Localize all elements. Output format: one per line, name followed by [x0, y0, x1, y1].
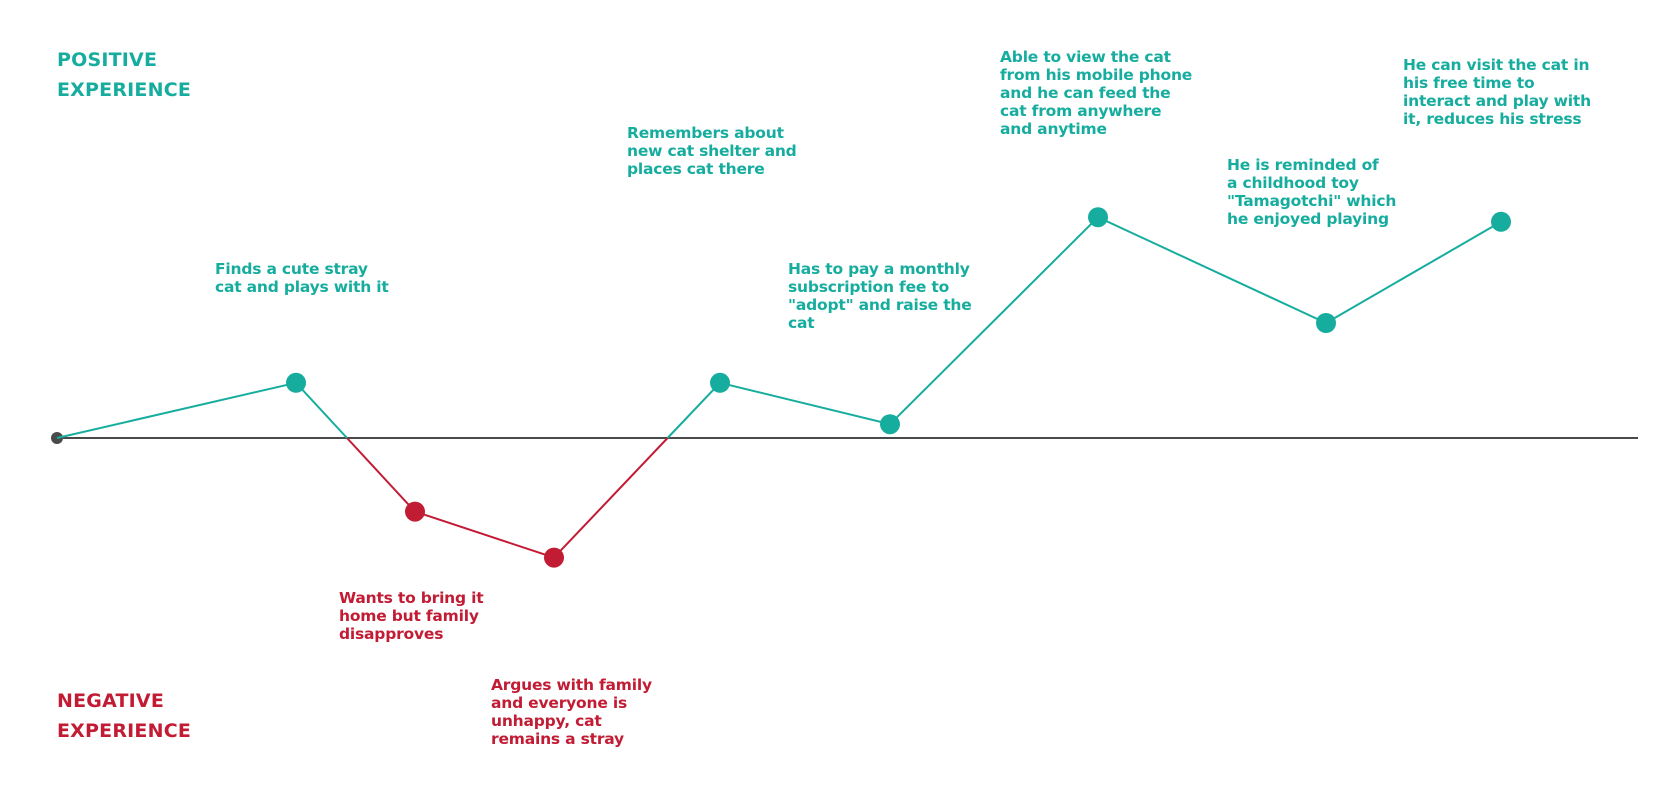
journey-segment-5	[719, 381, 891, 426]
journey-point-2	[405, 501, 425, 522]
journey-point-6	[1088, 207, 1108, 228]
journey-segment-6	[889, 216, 1099, 425]
journey-segment-2-b	[346, 437, 416, 513]
journey-point-5	[880, 414, 900, 435]
step-note-tamagotchi: He is reminded of a childhood toy "Tamag…	[1227, 156, 1397, 228]
step-note-visit-cat: He can visit the cat in his free time to…	[1403, 56, 1591, 128]
step-note-cat-shelter: Remembers about new cat shelter and plac…	[627, 124, 797, 178]
journey-point-4	[710, 372, 730, 393]
journey-segment-4-a	[553, 437, 669, 559]
step-note-finds-stray-cat: Finds a cute stray cat and plays with it	[215, 260, 389, 296]
negative-experience-label: NEGATIVE EXPERIENCE	[57, 690, 192, 742]
journey-line-segments	[56, 216, 1502, 559]
journey-segment-3	[414, 510, 555, 559]
journey-segment-7	[1097, 216, 1327, 324]
journey-point-8	[1491, 211, 1511, 232]
step-note-mobile-phone: Able to view the cat from his mobile pho…	[1000, 48, 1193, 138]
journey-point-7	[1316, 313, 1336, 333]
journey-segment-1	[56, 381, 297, 439]
step-note-subscription-fee: Has to pay a monthly subscription fee to…	[788, 260, 972, 332]
journey-segment-2-a	[295, 382, 348, 439]
journey-point-1	[286, 372, 306, 393]
journey-point-3	[544, 547, 564, 568]
journey-segment-4-b	[666, 382, 721, 439]
journey-segment-8	[1325, 220, 1502, 324]
positive-experience-label: POSITIVE EXPERIENCE	[57, 49, 192, 101]
step-note-argues-with-family: Argues with family and everyone is unhap…	[491, 676, 652, 748]
journey-points	[286, 207, 1511, 568]
step-note-family-disapproves: Wants to bring it home but family disapp…	[339, 589, 484, 643]
